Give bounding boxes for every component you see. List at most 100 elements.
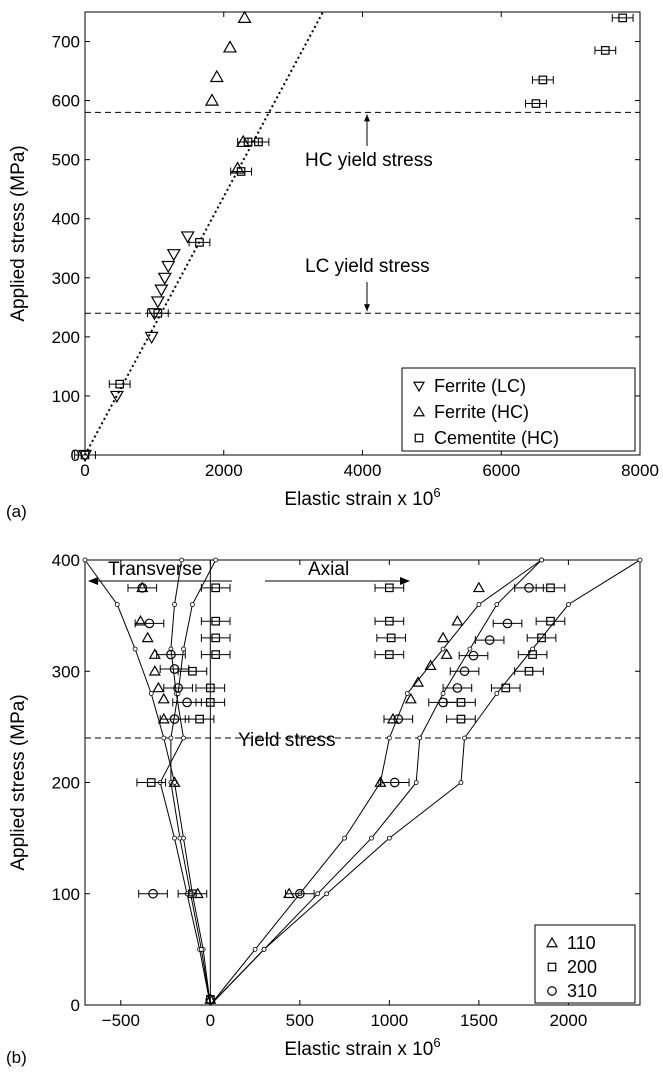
chart-a-data-point bbox=[618, 13, 628, 23]
chart-b-data-point bbox=[205, 994, 216, 1005]
chart-b-data-point bbox=[169, 714, 180, 724]
chart-b-model-curve bbox=[209, 559, 542, 1006]
chart-b-curve-node bbox=[404, 691, 410, 696]
chart-b-data-point bbox=[191, 887, 204, 899]
chart-a: 0 2000 4000 6000 80000100200300400500600700E… bbox=[8, 10, 659, 510]
chart-b-xtick-label: 0 bbox=[206, 1011, 215, 1030]
chart-b-model-curve bbox=[159, 559, 211, 1006]
chart-a-fit-line bbox=[84, 11, 324, 456]
chart-b-legend-marker bbox=[545, 936, 559, 948]
chart-a-ytick-label: 500 bbox=[52, 151, 80, 170]
chart-b-data-point bbox=[440, 648, 453, 659]
chart-a-data-point bbox=[180, 231, 195, 244]
chart-b-data-point bbox=[404, 692, 417, 704]
chart-a-xtick-label: 8000 bbox=[621, 461, 659, 480]
chart-b-data-point bbox=[146, 778, 156, 787]
chart-a-legend-marker bbox=[412, 381, 426, 393]
chart-b-data-point bbox=[537, 633, 546, 643]
chart-b-curve-node bbox=[637, 557, 643, 563]
chart-b-legend-label: 110 bbox=[567, 933, 596, 953]
chart-b-curve-node bbox=[252, 946, 258, 952]
chart-b-curve-node bbox=[539, 557, 544, 563]
chart-a-data-point bbox=[153, 308, 163, 318]
chart-b-model-curve bbox=[209, 559, 641, 1006]
chart-b-legend-marker bbox=[547, 962, 557, 972]
chart-a-legend-label: Ferrite (LC) bbox=[434, 376, 526, 396]
chart-b-curve-node bbox=[315, 891, 321, 897]
chart-a-data-point bbox=[236, 134, 251, 148]
chart-a-ytick-label: 200 bbox=[52, 328, 80, 347]
chart-b-data-point bbox=[168, 776, 181, 787]
chart-b-curve-node bbox=[198, 946, 204, 952]
chart-b-data-point bbox=[385, 616, 394, 626]
chart-b-curve-node bbox=[172, 835, 177, 841]
chart-b-data-point bbox=[157, 692, 170, 704]
chart-b-curve-node bbox=[168, 735, 174, 741]
chart-b-y-axis-label: Applied stress (MPa) bbox=[8, 694, 29, 870]
chart-a-legend-label: Cementite (HC) bbox=[434, 428, 559, 448]
chart-b-data-point bbox=[393, 714, 404, 724]
chart-b-data-point bbox=[546, 583, 555, 593]
chart-b-ytick-label: 0 bbox=[71, 996, 80, 1015]
chart-a-xtick-label: 2000 bbox=[205, 461, 243, 480]
chart-b-curve-node bbox=[413, 780, 419, 785]
chart-a-data-point bbox=[237, 10, 252, 24]
chart-a-ytick-label: 100 bbox=[52, 387, 80, 406]
chart-a-data-point bbox=[161, 260, 176, 274]
chart-b-data-point bbox=[205, 683, 215, 693]
chart-b-curve-node bbox=[213, 557, 219, 563]
chart-b-curve-node bbox=[417, 735, 423, 741]
chart-a-data-point bbox=[80, 450, 90, 460]
chart-b-data-point bbox=[211, 650, 221, 659]
chart-b-xtick-label: 1000 bbox=[370, 1011, 408, 1030]
chart-a-data-point bbox=[157, 272, 172, 286]
chart-b-data-point bbox=[524, 582, 534, 593]
chart-a-xtick-label: 0 bbox=[80, 461, 89, 480]
chart-a-data-point bbox=[109, 390, 124, 404]
chart-b-data-point bbox=[385, 650, 394, 659]
chart-b-data-point bbox=[141, 631, 154, 643]
chart-b-data-point bbox=[169, 664, 180, 674]
chart-b-axial-arrow-head bbox=[400, 577, 410, 585]
chart-a-lc-arrow-head bbox=[364, 304, 370, 312]
chart-b-curve-node bbox=[386, 835, 392, 841]
chart-a-ytick-label: 700 bbox=[52, 33, 80, 52]
chart-b-data-point bbox=[386, 712, 399, 724]
chart-a-xtick-label: 6000 bbox=[482, 461, 520, 480]
chart-b-curve-node bbox=[82, 557, 88, 563]
chart-a-legend-label: Ferrite (HC) bbox=[434, 402, 529, 422]
chart-b-curve-node bbox=[440, 646, 446, 652]
chart-b-curve-node bbox=[181, 735, 186, 741]
chart-b-data-point bbox=[524, 666, 534, 676]
chart-a-hc-arrow-head bbox=[364, 114, 370, 122]
chart-b-curve-node bbox=[476, 602, 482, 607]
chart-b-xtick-label: −500 bbox=[102, 1011, 140, 1030]
chart-b-curve-node bbox=[181, 646, 186, 652]
chart-a-data-point bbox=[222, 40, 238, 53]
chart-b-data-point bbox=[468, 650, 479, 661]
chart-b-yield-label: Yield stress bbox=[238, 730, 336, 751]
chart-b-curve-node bbox=[179, 557, 185, 563]
chart-a-y-axis-label: Applied stress (MPa) bbox=[8, 145, 29, 321]
chart-a-data-point bbox=[538, 75, 548, 85]
chart-b-data-point bbox=[528, 650, 537, 659]
chart-b-data-point bbox=[134, 614, 147, 626]
chart-b-curve-node bbox=[369, 835, 374, 841]
chart-b-ytick-label: 400 bbox=[52, 551, 80, 570]
panel-label-a: (a) bbox=[6, 502, 27, 521]
chart-a-ytick-label: 300 bbox=[52, 269, 80, 288]
chart-b-data-point bbox=[437, 631, 450, 643]
chart-b-data-point bbox=[148, 648, 161, 659]
chart-b-ytick-label: 200 bbox=[52, 774, 80, 793]
chart-b-data-point bbox=[411, 676, 425, 687]
chart-b-data-point bbox=[211, 583, 221, 593]
chart-b-legend-label: 200 bbox=[567, 957, 597, 977]
chart-b-data-point bbox=[283, 887, 296, 899]
chart-b-data-point bbox=[144, 618, 155, 629]
chart-b-data-point bbox=[152, 681, 165, 693]
chart-a-data-point bbox=[150, 296, 165, 309]
chart-b-curve-node bbox=[462, 735, 467, 741]
chart-b-ytick-label: 300 bbox=[52, 662, 80, 681]
chart-b-data-point bbox=[424, 659, 437, 671]
